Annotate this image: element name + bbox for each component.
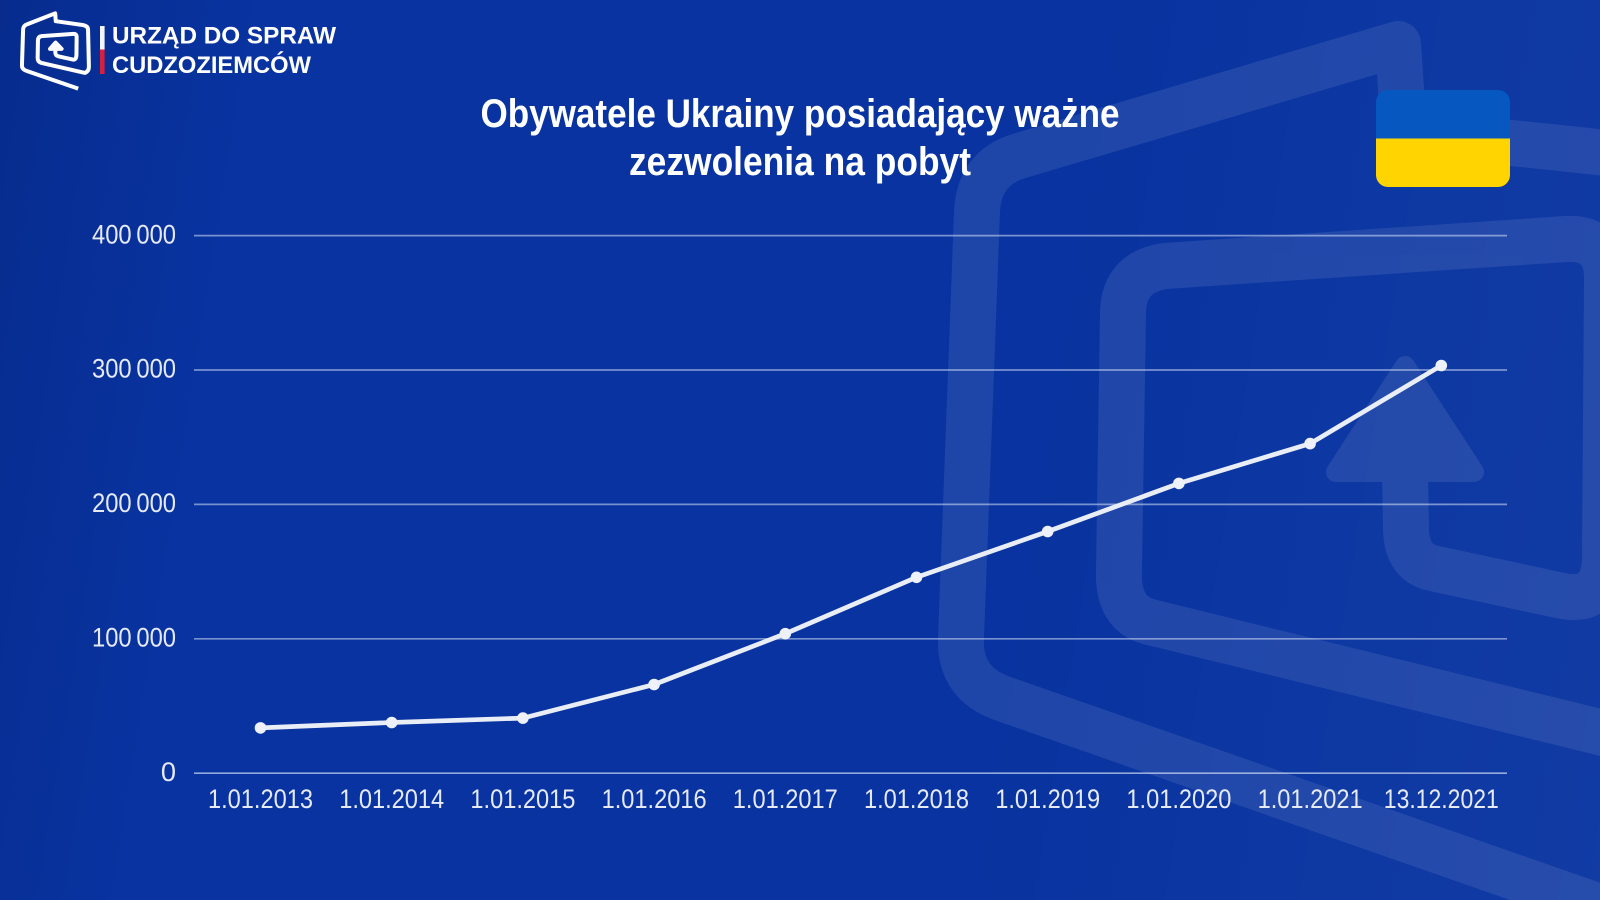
svg-text:100 000: 100 000: [92, 622, 176, 653]
svg-text:1.01.2015: 1.01.2015: [470, 783, 575, 814]
svg-text:1.01.2018: 1.01.2018: [864, 783, 969, 814]
svg-text:zezwolenia na pobyt: zezwolenia na pobyt: [629, 140, 971, 184]
svg-text:CUDZOZIEMCÓW: CUDZOZIEMCÓW: [112, 51, 311, 79]
svg-text:13.12.2021: 13.12.2021: [1384, 783, 1499, 814]
svg-text:1.01.2019: 1.01.2019: [995, 783, 1100, 814]
svg-text:300 000: 300 000: [92, 353, 176, 384]
svg-text:1.01.2014: 1.01.2014: [339, 783, 444, 814]
svg-text:Obywatele Ukrainy posiadający: Obywatele Ukrainy posiadający ważne: [481, 92, 1120, 136]
svg-text:200 000: 200 000: [92, 487, 176, 518]
svg-text:1.01.2021: 1.01.2021: [1258, 783, 1363, 814]
svg-text:400 000: 400 000: [92, 218, 176, 249]
svg-text:1.01.2013: 1.01.2013: [208, 783, 313, 814]
svg-text:1.01.2017: 1.01.2017: [733, 783, 838, 814]
svg-text:URZĄD DO SPRAW: URZĄD DO SPRAW: [112, 23, 336, 50]
svg-text:1.01.2020: 1.01.2020: [1126, 783, 1231, 814]
svg-text:0: 0: [161, 756, 176, 787]
svg-text:1.01.2016: 1.01.2016: [602, 783, 707, 814]
